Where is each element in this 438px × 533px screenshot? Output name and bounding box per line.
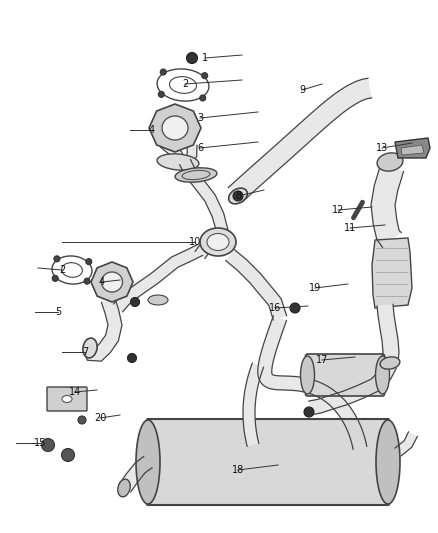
Ellipse shape [200, 228, 236, 256]
Circle shape [54, 256, 60, 262]
Ellipse shape [118, 479, 130, 497]
Polygon shape [160, 128, 197, 170]
Text: 10: 10 [189, 237, 201, 247]
Circle shape [131, 297, 139, 306]
Text: 8: 8 [235, 191, 241, 201]
Polygon shape [149, 104, 201, 152]
Polygon shape [309, 362, 396, 415]
Ellipse shape [376, 420, 400, 504]
Circle shape [233, 191, 243, 201]
Polygon shape [377, 304, 399, 363]
Circle shape [201, 72, 208, 79]
Text: 2: 2 [59, 265, 65, 275]
Circle shape [158, 91, 164, 98]
Ellipse shape [136, 420, 160, 504]
Text: 13: 13 [376, 143, 388, 153]
Polygon shape [91, 262, 133, 302]
Text: 1: 1 [202, 53, 208, 63]
Ellipse shape [102, 272, 123, 292]
Polygon shape [395, 138, 430, 158]
Circle shape [84, 278, 90, 284]
Text: 4: 4 [149, 125, 155, 135]
Polygon shape [258, 316, 367, 449]
Ellipse shape [300, 356, 314, 394]
Ellipse shape [377, 153, 403, 171]
Text: 16: 16 [269, 303, 281, 313]
Circle shape [127, 353, 137, 362]
Text: 18: 18 [232, 465, 244, 475]
Polygon shape [243, 363, 264, 447]
Text: 14: 14 [69, 387, 81, 397]
FancyBboxPatch shape [47, 387, 87, 411]
Text: 6: 6 [197, 143, 203, 153]
Circle shape [78, 416, 86, 424]
Text: 2: 2 [182, 79, 188, 89]
Text: 5: 5 [55, 307, 61, 317]
Text: 17: 17 [316, 355, 328, 365]
Ellipse shape [148, 295, 168, 305]
Polygon shape [395, 432, 417, 456]
Ellipse shape [380, 357, 400, 369]
Polygon shape [401, 145, 424, 155]
Polygon shape [372, 238, 412, 308]
Ellipse shape [229, 188, 247, 204]
FancyBboxPatch shape [147, 419, 389, 505]
Ellipse shape [62, 395, 72, 402]
Text: 4: 4 [99, 277, 105, 287]
Text: 11: 11 [344, 223, 356, 233]
Text: 7: 7 [82, 347, 88, 357]
Circle shape [52, 276, 58, 281]
Text: 20: 20 [94, 413, 106, 423]
FancyBboxPatch shape [305, 354, 385, 396]
Polygon shape [180, 159, 228, 259]
Ellipse shape [175, 168, 217, 182]
Circle shape [304, 407, 314, 417]
Text: 15: 15 [34, 438, 46, 448]
Polygon shape [113, 245, 203, 312]
Text: 19: 19 [309, 283, 321, 293]
Text: 12: 12 [332, 205, 344, 215]
Ellipse shape [375, 356, 389, 394]
Circle shape [86, 259, 92, 264]
Ellipse shape [83, 338, 97, 358]
Text: 3: 3 [197, 113, 203, 123]
Ellipse shape [162, 116, 188, 140]
Circle shape [200, 95, 206, 101]
Circle shape [290, 303, 300, 313]
Circle shape [187, 52, 198, 63]
Ellipse shape [207, 233, 229, 251]
Polygon shape [226, 249, 287, 320]
Circle shape [61, 448, 74, 462]
Polygon shape [83, 298, 122, 361]
Circle shape [42, 439, 54, 451]
Ellipse shape [157, 154, 199, 170]
Polygon shape [119, 456, 152, 492]
Text: 9: 9 [299, 85, 305, 95]
Circle shape [160, 69, 166, 75]
Polygon shape [371, 165, 403, 247]
Polygon shape [228, 78, 372, 203]
